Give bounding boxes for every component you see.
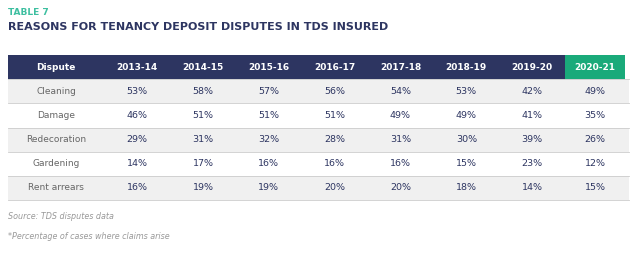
Bar [8,55,104,79]
Text: 2016-17: 2016-17 [314,63,355,72]
Text: 20%: 20% [324,183,345,192]
Text: 19%: 19% [192,183,213,192]
Bar [499,55,565,79]
Text: 56%: 56% [324,87,345,96]
Text: 53%: 53% [127,87,148,96]
Text: 32%: 32% [258,135,280,144]
Text: 2015-16: 2015-16 [248,63,289,72]
Text: 51%: 51% [324,111,345,120]
Bar [104,55,170,79]
Text: 49%: 49% [585,87,606,96]
Text: Source: TDS disputes data: Source: TDS disputes data [8,212,114,221]
Text: Cleaning: Cleaning [36,87,76,96]
Text: Damage: Damage [37,111,75,120]
Text: 15%: 15% [585,183,606,192]
Text: 42%: 42% [522,87,543,96]
Text: 58%: 58% [192,87,213,96]
Text: 26%: 26% [585,135,606,144]
Text: 51%: 51% [259,111,279,120]
Text: 12%: 12% [585,159,606,168]
Text: 17%: 17% [192,159,213,168]
Text: 15%: 15% [456,159,477,168]
Text: 2013-14: 2013-14 [117,63,158,72]
Text: 29%: 29% [127,135,148,144]
Text: 2017-18: 2017-18 [380,63,421,72]
Text: 35%: 35% [585,111,606,120]
Text: Gardening: Gardening [32,159,80,168]
Text: 54%: 54% [390,87,411,96]
Bar [170,55,236,79]
Text: 2020-21: 2020-21 [575,63,615,72]
Text: TABLE 7: TABLE 7 [8,8,49,17]
Text: 14%: 14% [522,183,543,192]
Text: Rent arrears: Rent arrears [28,183,84,192]
Bar [565,55,626,79]
Bar [302,55,368,79]
Bar [368,55,433,79]
Text: 31%: 31% [390,135,411,144]
Text: Redecoration: Redecoration [26,135,86,144]
Text: 18%: 18% [456,183,477,192]
Text: 16%: 16% [127,183,148,192]
Text: 49%: 49% [390,111,411,120]
Text: 30%: 30% [455,135,477,144]
Text: *Percentage of cases where claims arise: *Percentage of cases where claims arise [8,232,169,241]
Bar [8,103,629,127]
Text: 2019-20: 2019-20 [512,63,553,72]
Text: 16%: 16% [324,159,345,168]
Text: 57%: 57% [259,87,279,96]
Text: 16%: 16% [390,159,411,168]
Text: 46%: 46% [127,111,148,120]
Text: 14%: 14% [127,159,148,168]
Text: Dispute: Dispute [36,63,76,72]
Bar [8,176,629,200]
Text: 16%: 16% [259,159,279,168]
Bar [8,152,629,176]
Text: 49%: 49% [456,111,477,120]
Text: 53%: 53% [455,87,477,96]
Bar [8,127,629,152]
Text: 39%: 39% [522,135,543,144]
Text: 51%: 51% [192,111,213,120]
Text: REASONS FOR TENANCY DEPOSIT DISPUTES IN TDS INSURED: REASONS FOR TENANCY DEPOSIT DISPUTES IN … [8,22,388,32]
Text: 20%: 20% [390,183,411,192]
Bar [8,79,629,103]
Text: 2014-15: 2014-15 [182,63,224,72]
Text: 2018-19: 2018-19 [446,63,487,72]
Bar [433,55,499,79]
Text: 19%: 19% [259,183,279,192]
Text: 23%: 23% [522,159,543,168]
Text: 41%: 41% [522,111,543,120]
Text: 31%: 31% [192,135,213,144]
Text: 28%: 28% [324,135,345,144]
Bar [236,55,302,79]
